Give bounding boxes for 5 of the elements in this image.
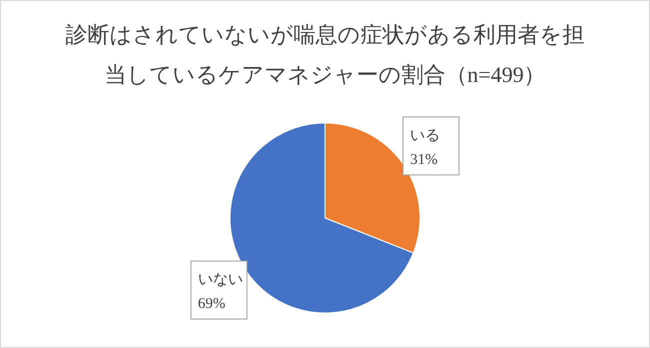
- data-label: 69%: [198, 296, 226, 312]
- data-label: 31%: [410, 152, 438, 168]
- slice-label: いない: [198, 272, 243, 288]
- slice-label: いる: [410, 128, 440, 144]
- chart-title: 診断はされていないが喘息の症状がある利用者を担当しているケアマネジャーの割合（n=499）: [66, 22, 584, 87]
